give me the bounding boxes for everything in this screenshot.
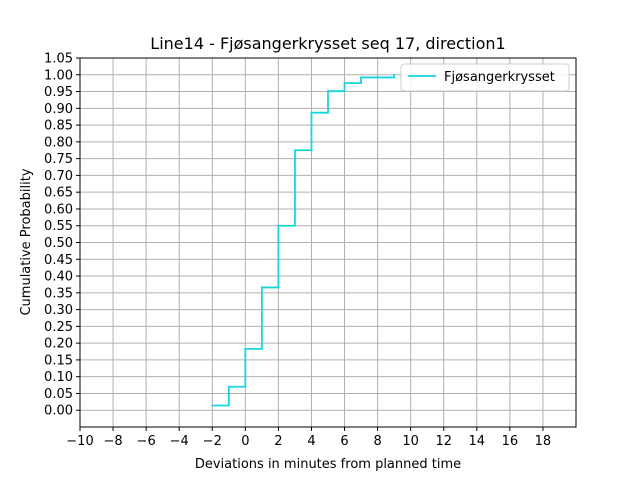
data-point [393, 73, 396, 76]
y-tick-label: 0.80 [44, 135, 73, 150]
y-tick-label: 0.65 [44, 186, 73, 201]
data-point [327, 90, 329, 93]
x-tick-label: 12 [435, 434, 452, 449]
y-tick-label: 0.90 [44, 102, 73, 117]
data-point [294, 149, 296, 152]
y-tick-label: 1.00 [44, 68, 73, 83]
x-tick-label: −4 [170, 434, 189, 449]
x-tick-label: 6 [340, 434, 348, 449]
y-tick-label: 0.95 [44, 85, 73, 100]
data-point [277, 224, 280, 227]
x-axis-label: Deviations in minutes from planned time [195, 457, 461, 472]
x-tick-label: 16 [502, 434, 519, 449]
y-tick-label: 0.30 [44, 303, 73, 318]
x-tick-label: 14 [469, 434, 486, 449]
y-tick-label: 0.55 [44, 219, 73, 234]
y-tick-label: 0.00 [44, 404, 73, 419]
y-tick-label: 0.70 [44, 169, 73, 184]
chart-title: Line14 - Fjøsangerkrysset seq 17, direct… [150, 34, 505, 53]
y-tick-label: 0.05 [44, 387, 73, 402]
y-tick-label: 0.60 [44, 202, 73, 217]
data-point [310, 111, 313, 114]
x-tick-label: 10 [402, 434, 419, 449]
data-point [360, 76, 362, 79]
y-tick-label: 0.85 [44, 119, 73, 134]
y-tick-label: 1.05 [44, 52, 73, 67]
x-tick-label: 8 [373, 434, 381, 449]
y-tick-label: 0.40 [44, 270, 73, 285]
y-tick-label: 0.25 [44, 320, 73, 335]
data-point [211, 404, 214, 407]
legend-box [400, 63, 570, 92]
y-axis-ticks: 0.00 0.05 0.10 0.150.20 0.25 0.30 0.350.40 0.45… [44, 52, 80, 419]
x-tick-label: −2 [203, 434, 222, 449]
data-point [260, 286, 263, 289]
x-tick-label: 4 [307, 434, 315, 449]
data-point [343, 82, 346, 85]
legend-label: Fjøsangerkrysset [444, 70, 555, 85]
y-tick-label: 0.20 [44, 337, 73, 352]
x-tick-label: 18 [535, 434, 552, 449]
x-tick-label: −8 [103, 434, 122, 449]
data-point [227, 385, 230, 388]
y-tick-label: 0.45 [44, 253, 73, 268]
x-axis-ticks: −10 −8 −6 −4 −2 0 2 4 6 8 10 12 14 16 18 [66, 427, 551, 449]
y-tick-label: 0.35 [44, 286, 73, 301]
y-axis-label: Cumulative Probability [19, 168, 34, 315]
x-tick-label: 0 [241, 434, 249, 449]
series-layer [211, 73, 396, 407]
y-tick-label: 0.50 [44, 236, 73, 251]
data-point [244, 347, 247, 350]
x-tick-label: 2 [274, 434, 282, 449]
legend: Fjøsangerkrysset [400, 63, 570, 92]
y-tick-label: 0.75 [44, 152, 73, 167]
y-tick-label: 0.10 [44, 370, 73, 385]
x-tick-label: −10 [66, 434, 93, 449]
y-tick-label: 0.15 [44, 353, 73, 368]
x-tick-label: −6 [137, 434, 156, 449]
